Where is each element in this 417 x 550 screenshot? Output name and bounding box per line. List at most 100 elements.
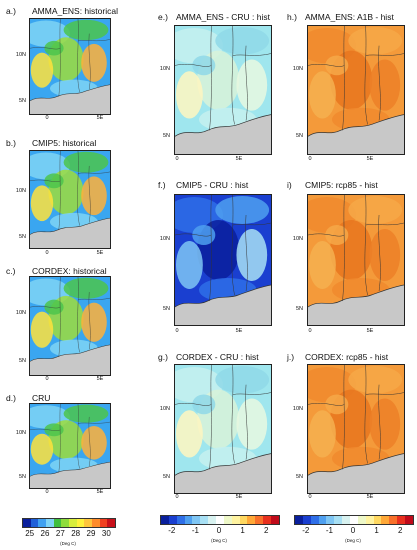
colorbar-swatch — [107, 519, 116, 527]
lat-label-5n: 5N — [18, 234, 26, 240]
colorbar-change: -2 -1 0 1 2 (Deg C) — [294, 515, 414, 547]
colorbar-unit: (Deg C) — [211, 538, 227, 543]
colorbar-tick-label: 0 — [350, 526, 356, 535]
lon-label-0: 0 — [175, 494, 179, 500]
lat-label-5n: 5N — [162, 474, 170, 480]
lat-label-5n: 5N — [18, 98, 26, 104]
panel-title: CORDEX: historical — [32, 266, 107, 276]
colorbar-swatch — [350, 516, 358, 524]
panel-title: CMIP5 - CRU : hist — [176, 180, 249, 190]
panel-h: h.) AMMA_ENS: A1B - hist 10N 5N 0 5E — [285, 0, 417, 170]
panel-j: j.) CORDEX: rcp85 - hist 10N 5N 0 5E — [285, 340, 417, 505]
lon-label-5e: 5E — [366, 494, 374, 500]
colorbar-tick-label: 26 — [40, 529, 50, 538]
colorbar-swatch — [373, 516, 382, 524]
colorbar-swatch — [365, 516, 374, 524]
lat-label-5n: 5N — [295, 474, 303, 480]
panel-label: d.) — [6, 393, 16, 403]
colorbar-swatch — [357, 516, 366, 524]
lon-label-0: 0 — [45, 250, 49, 256]
map-j — [307, 364, 405, 494]
lon-label-0: 0 — [308, 328, 312, 334]
colorbar-swatch — [216, 516, 224, 524]
colorbar-swatch — [53, 519, 62, 527]
lat-label-5n: 5N — [295, 306, 303, 312]
lat-label-5n: 5N — [162, 306, 170, 312]
panel-title: CRU — [32, 393, 51, 403]
colorbar-swatch — [326, 516, 335, 524]
colorbar-swatch — [302, 516, 311, 524]
panel-e: e.) AMMA_ENS - CRU : hist 10N 5N 0 5E — [150, 0, 285, 170]
field-map — [30, 151, 110, 248]
field-map — [30, 404, 110, 488]
colorbar-tick-label: -1 — [325, 526, 333, 535]
colorbar-swatch — [46, 519, 54, 527]
panel-title: CMIP5: rcp85 - hist — [305, 180, 378, 190]
colorbar-tick-label: 28 — [71, 529, 81, 538]
colorbar-unit: (Deg C) — [60, 541, 76, 546]
lat-label-5n: 5N — [18, 358, 26, 364]
field-map — [308, 365, 404, 493]
colorbar-unit: (Deg C) — [345, 538, 361, 543]
lon-label-0: 0 — [45, 115, 49, 121]
colorbar-swatch — [30, 519, 39, 527]
colorbar-swatch — [223, 516, 232, 524]
panel-label: j.) — [287, 352, 295, 362]
colorbar-tick-label: 0 — [216, 526, 222, 535]
panel-g: g.) CORDEX - CRU : hist 10N 5N 0 5E — [150, 340, 285, 505]
map-b — [29, 150, 111, 249]
map-h — [307, 25, 405, 155]
lon-label-0: 0 — [175, 156, 179, 162]
colorbar-swatch — [208, 516, 217, 524]
colorbar-strip — [22, 518, 116, 528]
lat-label-5n: 5N — [162, 133, 170, 139]
lat-label-10n: 10N — [15, 188, 26, 194]
field-map — [175, 195, 271, 325]
colorbar-tick-label: 25 — [25, 529, 35, 538]
panel-i: i) CMIP5: rcp85 - hist 10N 5N 0 5E — [285, 170, 417, 340]
lon-label-5e: 5E — [235, 156, 243, 162]
map-e — [174, 25, 272, 155]
lat-label-10n: 10N — [15, 310, 26, 316]
colorbar-tick-label: 1 — [374, 526, 379, 535]
colorbar-swatch — [389, 516, 398, 524]
colorbar-bias: -2 -1 0 1 2 (Deg C) — [160, 515, 280, 547]
panel-label: e.) — [158, 12, 168, 22]
colorbar-swatch — [69, 519, 77, 527]
panel-label: i) — [287, 180, 292, 190]
colorbar-tick-label: 27 — [55, 529, 65, 538]
lon-label-5e: 5E — [366, 328, 374, 334]
map-d — [29, 403, 111, 489]
panel-title: AMMA_ENS: A1B - hist — [305, 12, 394, 22]
lat-label-5n: 5N — [295, 133, 303, 139]
colorbar-swatch — [61, 519, 70, 527]
field-map — [308, 26, 404, 154]
panel-label: c.) — [6, 266, 16, 276]
colorbar-swatch — [200, 516, 209, 524]
panel-title: AMMA_ENS: historical — [32, 6, 118, 16]
lat-label-10n: 10N — [292, 236, 303, 242]
map-c — [29, 276, 111, 376]
field-map — [30, 277, 110, 375]
colorbar-swatch — [23, 519, 31, 527]
map-a — [29, 18, 111, 115]
field-map — [30, 19, 110, 114]
lat-label-10n: 10N — [292, 406, 303, 412]
lon-label-0: 0 — [308, 494, 312, 500]
colorbar-swatch — [168, 516, 177, 524]
colorbar-swatch — [310, 516, 319, 524]
colorbar-swatch — [99, 519, 108, 527]
field-map — [175, 26, 271, 154]
panel-title: CMIP5: historical — [32, 138, 97, 148]
colorbar-strip — [294, 515, 414, 525]
field-map — [175, 365, 271, 493]
lat-label-10n: 10N — [15, 430, 26, 436]
colorbar-strip — [160, 515, 280, 525]
panel-label: h.) — [287, 12, 297, 22]
lat-label-10n: 10N — [15, 52, 26, 58]
panel-a: a.) AMMA_ENS: historical 10N 5N 0 5E — [0, 0, 150, 130]
lon-label-5e: 5E — [96, 250, 104, 256]
colorbar-swatch — [263, 516, 272, 524]
colorbar-swatch — [176, 516, 185, 524]
panel-f: f.) CMIP5 - CRU : hist 10N 5N 0 5E — [150, 170, 285, 340]
